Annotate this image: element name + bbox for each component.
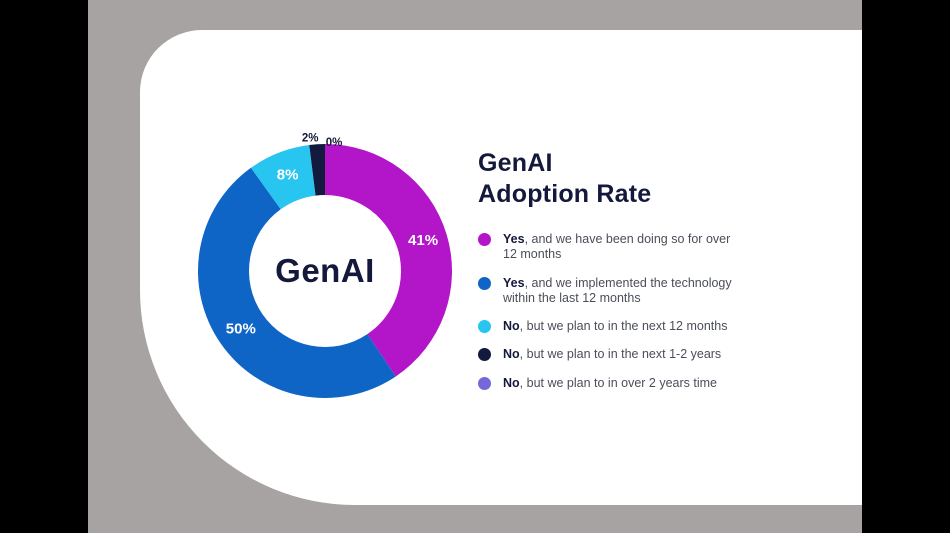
chart-info-column: GenAI Adoption Rate Yes, and we have bee… bbox=[478, 148, 798, 391]
legend-item: No, but we plan to in over 2 years time bbox=[478, 376, 740, 391]
slide-background: 41% 50% 8% 2% 0% GenAI GenAI Adoption Rate Y… bbox=[88, 0, 862, 533]
donut-segment bbox=[309, 144, 325, 196]
legend-label: No, but we plan to in over 2 years time bbox=[503, 375, 717, 390]
legend-label: No, but we plan to in the next 1-2 years bbox=[503, 347, 722, 362]
legend-item: Yes, and we implemented the technology w… bbox=[478, 276, 740, 307]
legend-dot bbox=[478, 233, 491, 246]
donut-percent-label: 8% bbox=[277, 167, 299, 184]
legend-item: No, but we plan to in the next 12 months bbox=[478, 319, 740, 334]
donut-chart-area: 41% 50% 8% 2% 0% GenAI bbox=[165, 111, 485, 431]
donut-segment bbox=[197, 167, 396, 399]
donut-percent-label: 0% bbox=[326, 137, 343, 149]
legend-label: Yes, and we implemented the technology w… bbox=[503, 275, 732, 305]
donut-percent-label: 2% bbox=[302, 132, 319, 144]
letterbox-right bbox=[862, 0, 950, 533]
chart-title: GenAI Adoption Rate bbox=[478, 148, 798, 210]
donut-percent-label: 41% bbox=[408, 232, 438, 249]
letterbox-left bbox=[0, 0, 88, 533]
legend-dot bbox=[478, 376, 491, 390]
donut-percent-label: 50% bbox=[226, 320, 256, 337]
legend-dot bbox=[478, 348, 491, 362]
legend-item: Yes, and we have been doing so for over … bbox=[478, 232, 740, 263]
legend-label: No, but we plan to in the next 12 months bbox=[503, 319, 728, 333]
donut-segment bbox=[250, 144, 316, 210]
legend-dot bbox=[478, 276, 491, 290]
donut-segment bbox=[325, 144, 452, 377]
legend-dot bbox=[478, 320, 491, 333]
chart-title-line1: GenAI bbox=[478, 149, 553, 177]
legend-item: No, but we plan to in the next 1-2 years bbox=[478, 347, 740, 362]
donut-chart: 41% 50% 8% 2% 0% bbox=[197, 132, 452, 399]
chart-title-line2: Adoption Rate bbox=[478, 180, 652, 208]
legend-label: Yes, and we have been doing so for over … bbox=[503, 232, 731, 262]
content-card: 41% 50% 8% 2% 0% GenAI GenAI Adoption Rate Y… bbox=[140, 30, 862, 505]
legend: Yes, and we have been doing so for over … bbox=[478, 232, 740, 391]
